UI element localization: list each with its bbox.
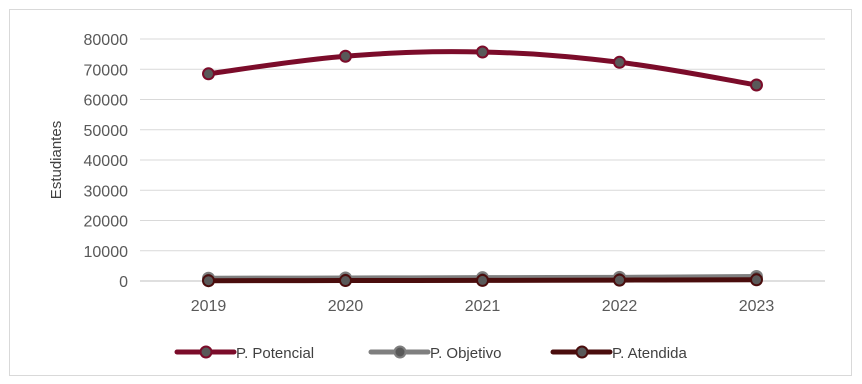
- y-tick-label: 50000: [84, 123, 129, 140]
- legend-item: P. Potencial: [174, 345, 314, 362]
- data-point: [339, 274, 352, 288]
- legend-marker: [393, 345, 407, 359]
- y-tick-label: 20000: [84, 214, 129, 231]
- y-tick-label: 30000: [84, 183, 129, 200]
- legend-label: P. Objetivo: [430, 345, 501, 362]
- series-lines: [202, 45, 763, 288]
- data-point: [476, 273, 489, 287]
- legend-label: P. Atendida: [612, 345, 687, 362]
- data-point: [613, 273, 626, 287]
- data-point: [202, 67, 215, 81]
- y-tick-label: 40000: [84, 153, 129, 170]
- legend-label: P. Potencial: [236, 345, 314, 362]
- chart-frame: [9, 9, 852, 376]
- x-tick-label: 2020: [328, 298, 364, 315]
- x-tick-label: 2021: [465, 298, 501, 315]
- gridlines: [140, 38, 825, 282]
- y-axis-ticks: 0 10000 20000 30000 40000 50000 60000 70000 8000…: [84, 32, 129, 291]
- x-axis-ticks: 2019 2020 2021 2022 2023: [191, 298, 775, 315]
- x-tick-label: 2022: [602, 298, 638, 315]
- data-point: [202, 274, 215, 288]
- legend-marker: [575, 345, 589, 359]
- y-tick-label: 0: [119, 274, 128, 291]
- legend-item: P. Atendida: [550, 345, 687, 362]
- data-point: [750, 78, 763, 92]
- legend-marker: [199, 345, 213, 359]
- data-point: [339, 49, 352, 63]
- data-point: [613, 55, 626, 69]
- legend: P. Potencial P. Objetivo P. Atendida: [174, 345, 687, 362]
- y-tick-label: 60000: [84, 93, 129, 110]
- data-point: [750, 273, 763, 287]
- series-p-atendida: [202, 273, 763, 288]
- data-point: [476, 45, 489, 59]
- x-tick-label: 2023: [739, 298, 775, 315]
- x-tick-label: 2019: [191, 298, 227, 315]
- y-tick-label: 10000: [84, 244, 129, 261]
- series-p-potencial: [202, 45, 763, 92]
- y-tick-label: 70000: [84, 62, 129, 79]
- legend-item: P. Objetivo: [368, 345, 501, 362]
- y-tick-label: 80000: [84, 32, 129, 49]
- y-axis-title: Estudiantes: [48, 121, 65, 199]
